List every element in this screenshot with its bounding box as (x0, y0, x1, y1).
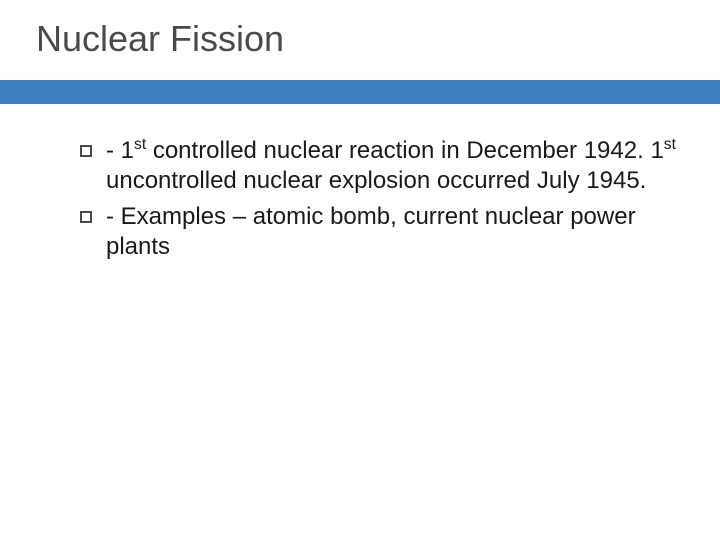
title-area: Nuclear Fission (36, 18, 684, 60)
accent-bar (0, 80, 720, 104)
bullet-text: - Examples – atomic bomb, current nuclea… (106, 202, 680, 262)
bullet-item: - Examples – atomic bomb, current nuclea… (80, 202, 680, 262)
square-bullet-icon (80, 211, 92, 223)
bullet-text: - 1st controlled nuclear reaction in Dec… (106, 136, 680, 196)
bullet-item: - 1st controlled nuclear reaction in Dec… (80, 136, 680, 196)
slide-title: Nuclear Fission (36, 18, 684, 60)
square-bullet-icon (80, 145, 92, 157)
content-area: - 1st controlled nuclear reaction in Dec… (80, 136, 680, 268)
slide: Nuclear Fission - 1st controlled nuclear… (0, 0, 720, 540)
